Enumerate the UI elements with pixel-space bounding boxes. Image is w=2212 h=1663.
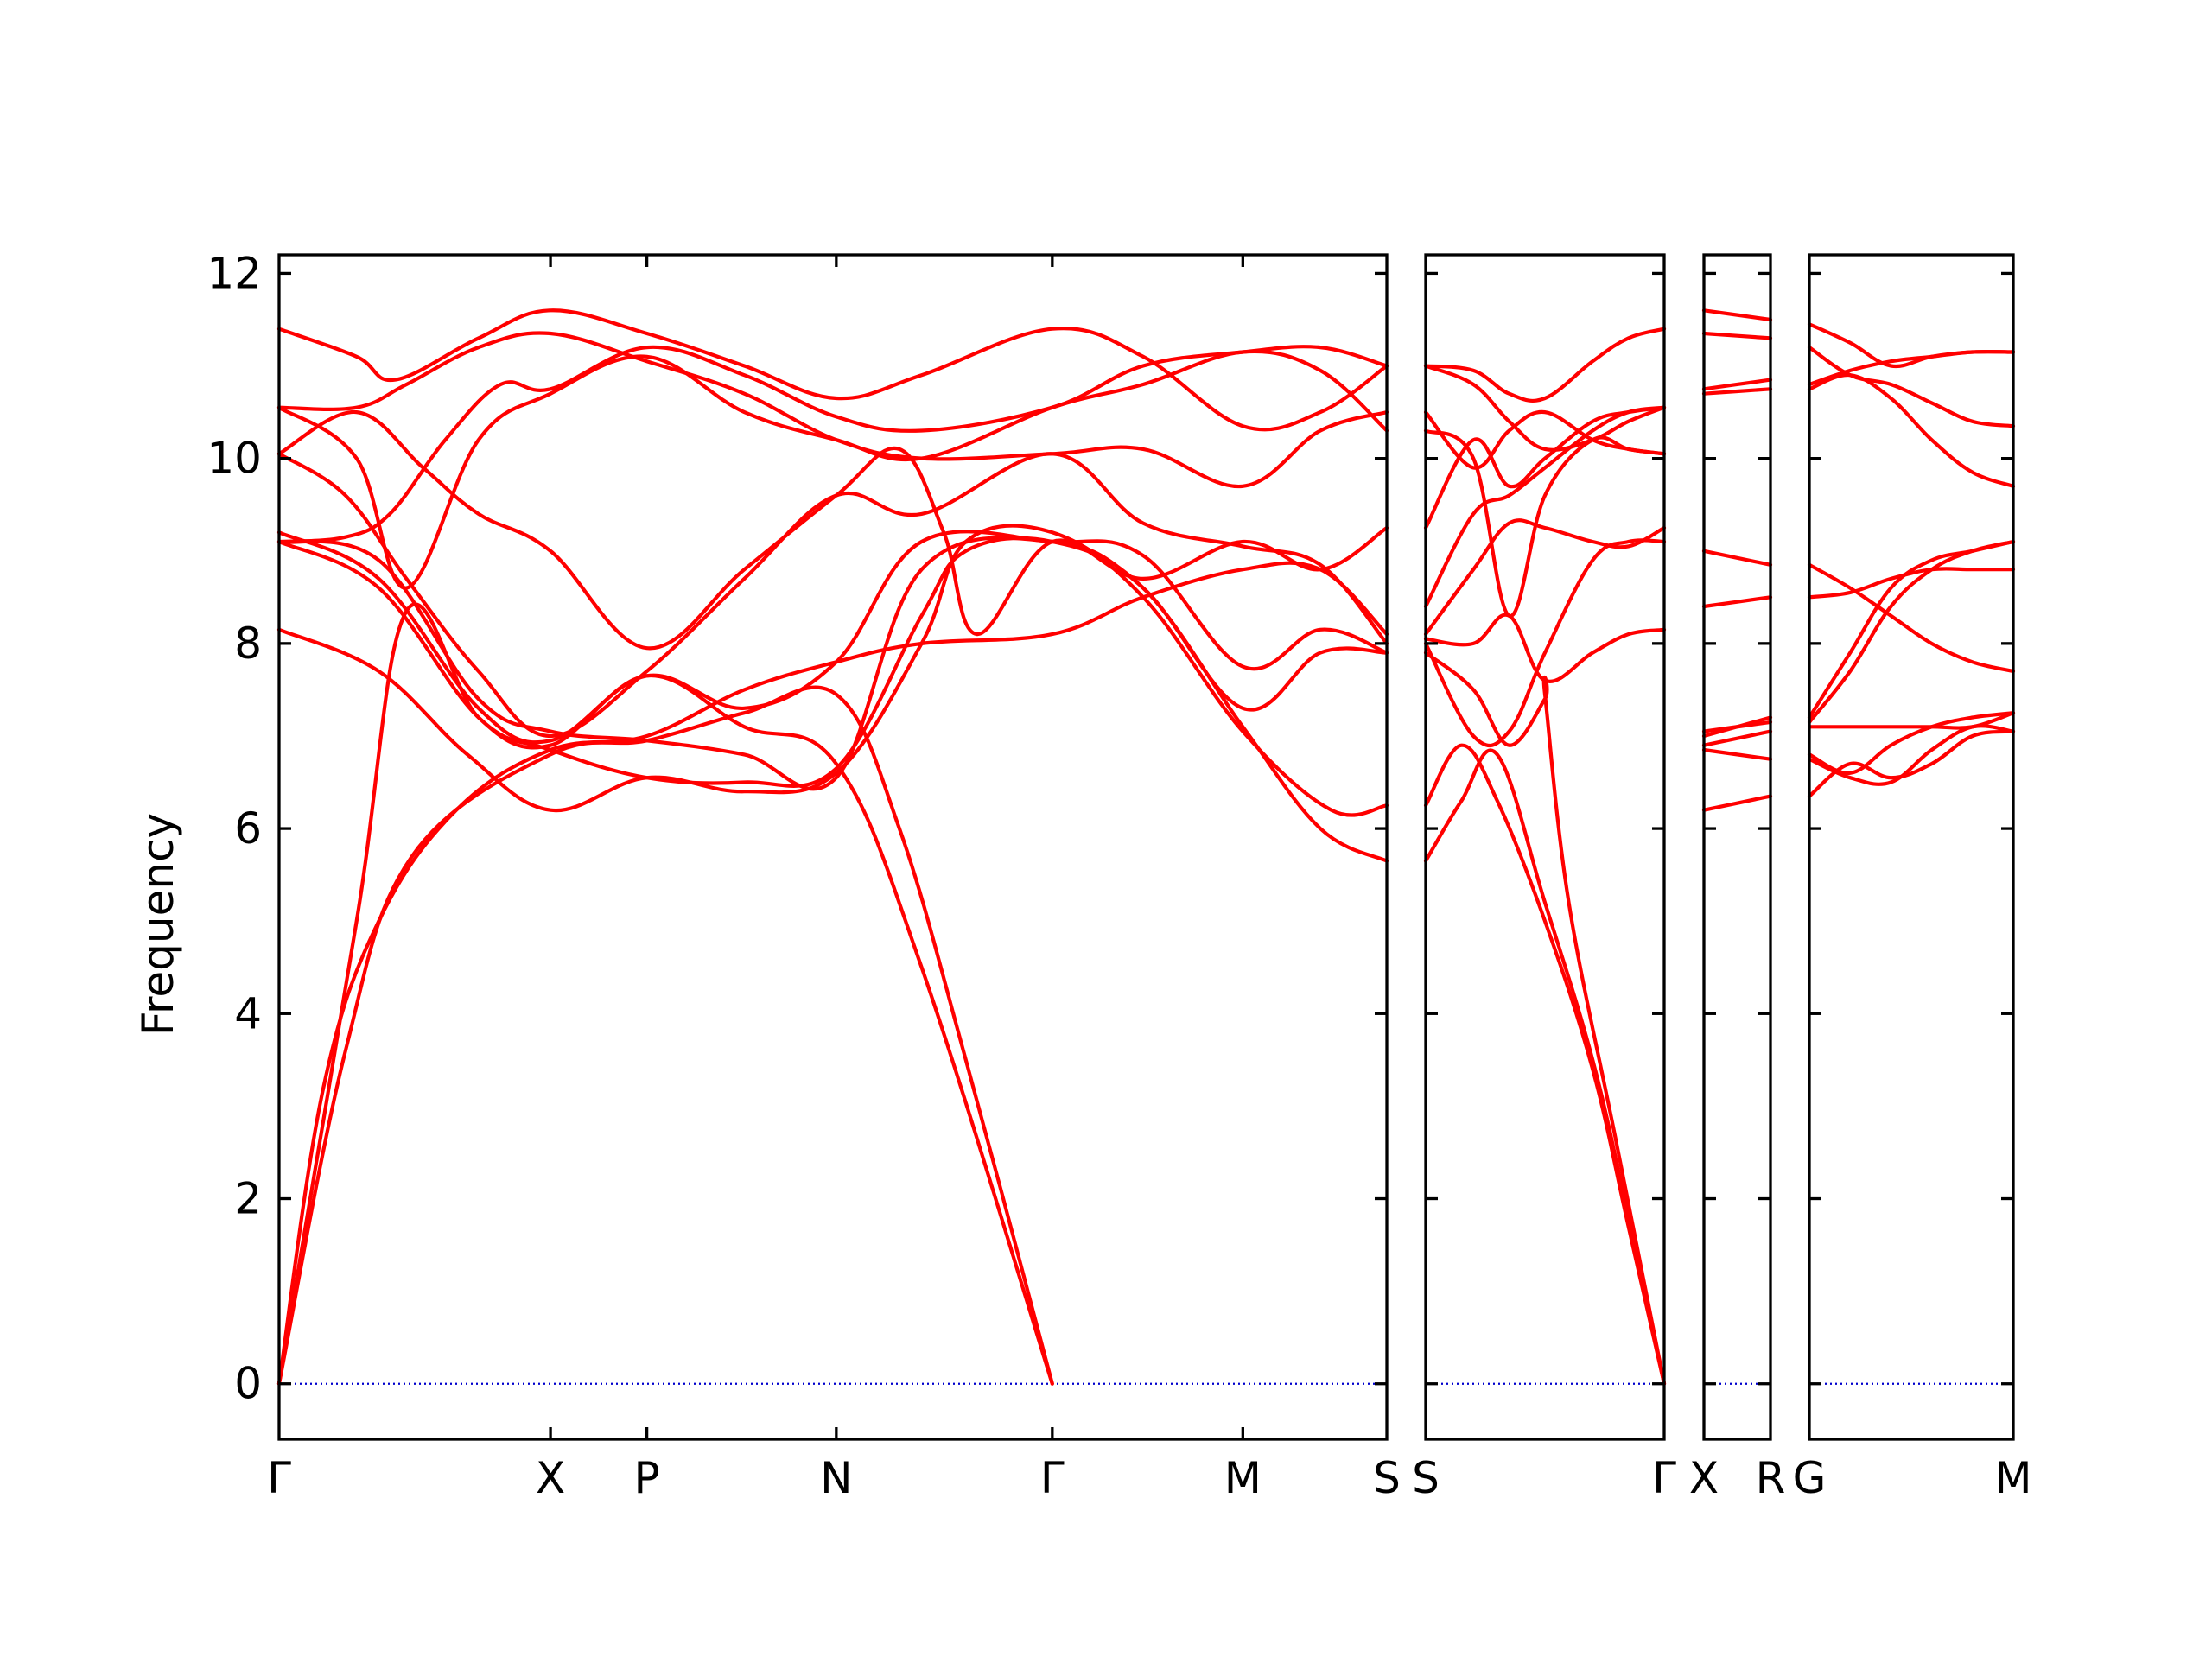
- band-line-8: [1423, 405, 1667, 530]
- band-line-4: [1807, 711, 2016, 730]
- band-line-12: [1807, 322, 2016, 369]
- band-line-10: [1423, 409, 1667, 470]
- x-tick-label: S: [1373, 1453, 1401, 1503]
- band-line-13: [276, 345, 1389, 544]
- band-line-9: [1701, 378, 1773, 391]
- band-line-7: [1423, 405, 1667, 609]
- band-line-2: [1701, 747, 1773, 761]
- band-line-12: [276, 308, 1389, 432]
- x-tick-label: Γ: [267, 1453, 291, 1503]
- band-line-2: [1423, 743, 1667, 1386]
- band-line-10: [276, 349, 1389, 590]
- x-tick-label: N: [820, 1453, 852, 1503]
- panel-frame: [1702, 253, 1772, 1441]
- y-tick-label: 8: [234, 619, 262, 669]
- band-line-6: [276, 536, 1389, 791]
- y-tick-label: 10: [207, 434, 262, 484]
- band-line-2: [276, 685, 1054, 1386]
- panel-frame: [1808, 253, 2015, 1441]
- band-line-1: [1807, 729, 2016, 798]
- panel-frame: [277, 253, 1389, 1441]
- x-tick-label: G: [1793, 1453, 1827, 1503]
- band-line-4: [1423, 538, 1667, 748]
- y-tick-label: 6: [234, 803, 262, 854]
- band-line-5: [1701, 720, 1773, 733]
- band-line-4: [276, 524, 1389, 817]
- band-line-9: [276, 409, 1389, 651]
- x-tick-label: Γ: [1040, 1453, 1065, 1503]
- band-line-6: [1701, 595, 1773, 609]
- band-line-1: [1701, 794, 1773, 812]
- band-line-3: [1807, 711, 2016, 775]
- band-line-8: [276, 452, 1389, 739]
- y-axis-label: Frequency: [133, 813, 183, 1036]
- y-tick-label: 12: [207, 248, 262, 298]
- band-line-7: [276, 530, 1389, 745]
- band-line-1: [276, 561, 1389, 1386]
- y-tick-label: 0: [234, 1359, 262, 1409]
- band-line-5: [276, 536, 1389, 863]
- band-line-1: [1423, 748, 1667, 1386]
- x-tick-label: X: [1689, 1453, 1719, 1503]
- band-line-10: [1701, 331, 1773, 340]
- band-line-11: [276, 331, 1389, 488]
- band-line-11: [1701, 308, 1773, 322]
- band-line-11: [1807, 346, 2016, 428]
- y-tick-label: 4: [234, 988, 262, 1038]
- band-line-7: [1701, 549, 1773, 567]
- band-line-6: [1423, 518, 1667, 637]
- band-line-8: [1701, 387, 1773, 396]
- x-tick-label: M: [1224, 1453, 1262, 1503]
- band-line-8: [1807, 562, 2016, 674]
- band-line-12: [1423, 327, 1667, 403]
- band-line-3: [1423, 651, 1667, 1386]
- band-line-3: [1701, 729, 1773, 747]
- x-tick-label: P: [634, 1453, 660, 1503]
- band-line-3: [276, 602, 1054, 1386]
- band-line-7: [1807, 567, 2016, 600]
- y-tick-label: 2: [234, 1174, 262, 1224]
- band-line-11: [1423, 364, 1667, 452]
- x-tick-label: X: [536, 1453, 565, 1503]
- x-tick-label: R: [1756, 1453, 1786, 1503]
- band-line-5: [1423, 613, 1667, 684]
- panel-frame: [1424, 253, 1666, 1441]
- x-tick-label: M: [1994, 1453, 2031, 1503]
- x-tick-label: Γ: [1652, 1453, 1676, 1503]
- x-tick-label: S: [1412, 1453, 1440, 1503]
